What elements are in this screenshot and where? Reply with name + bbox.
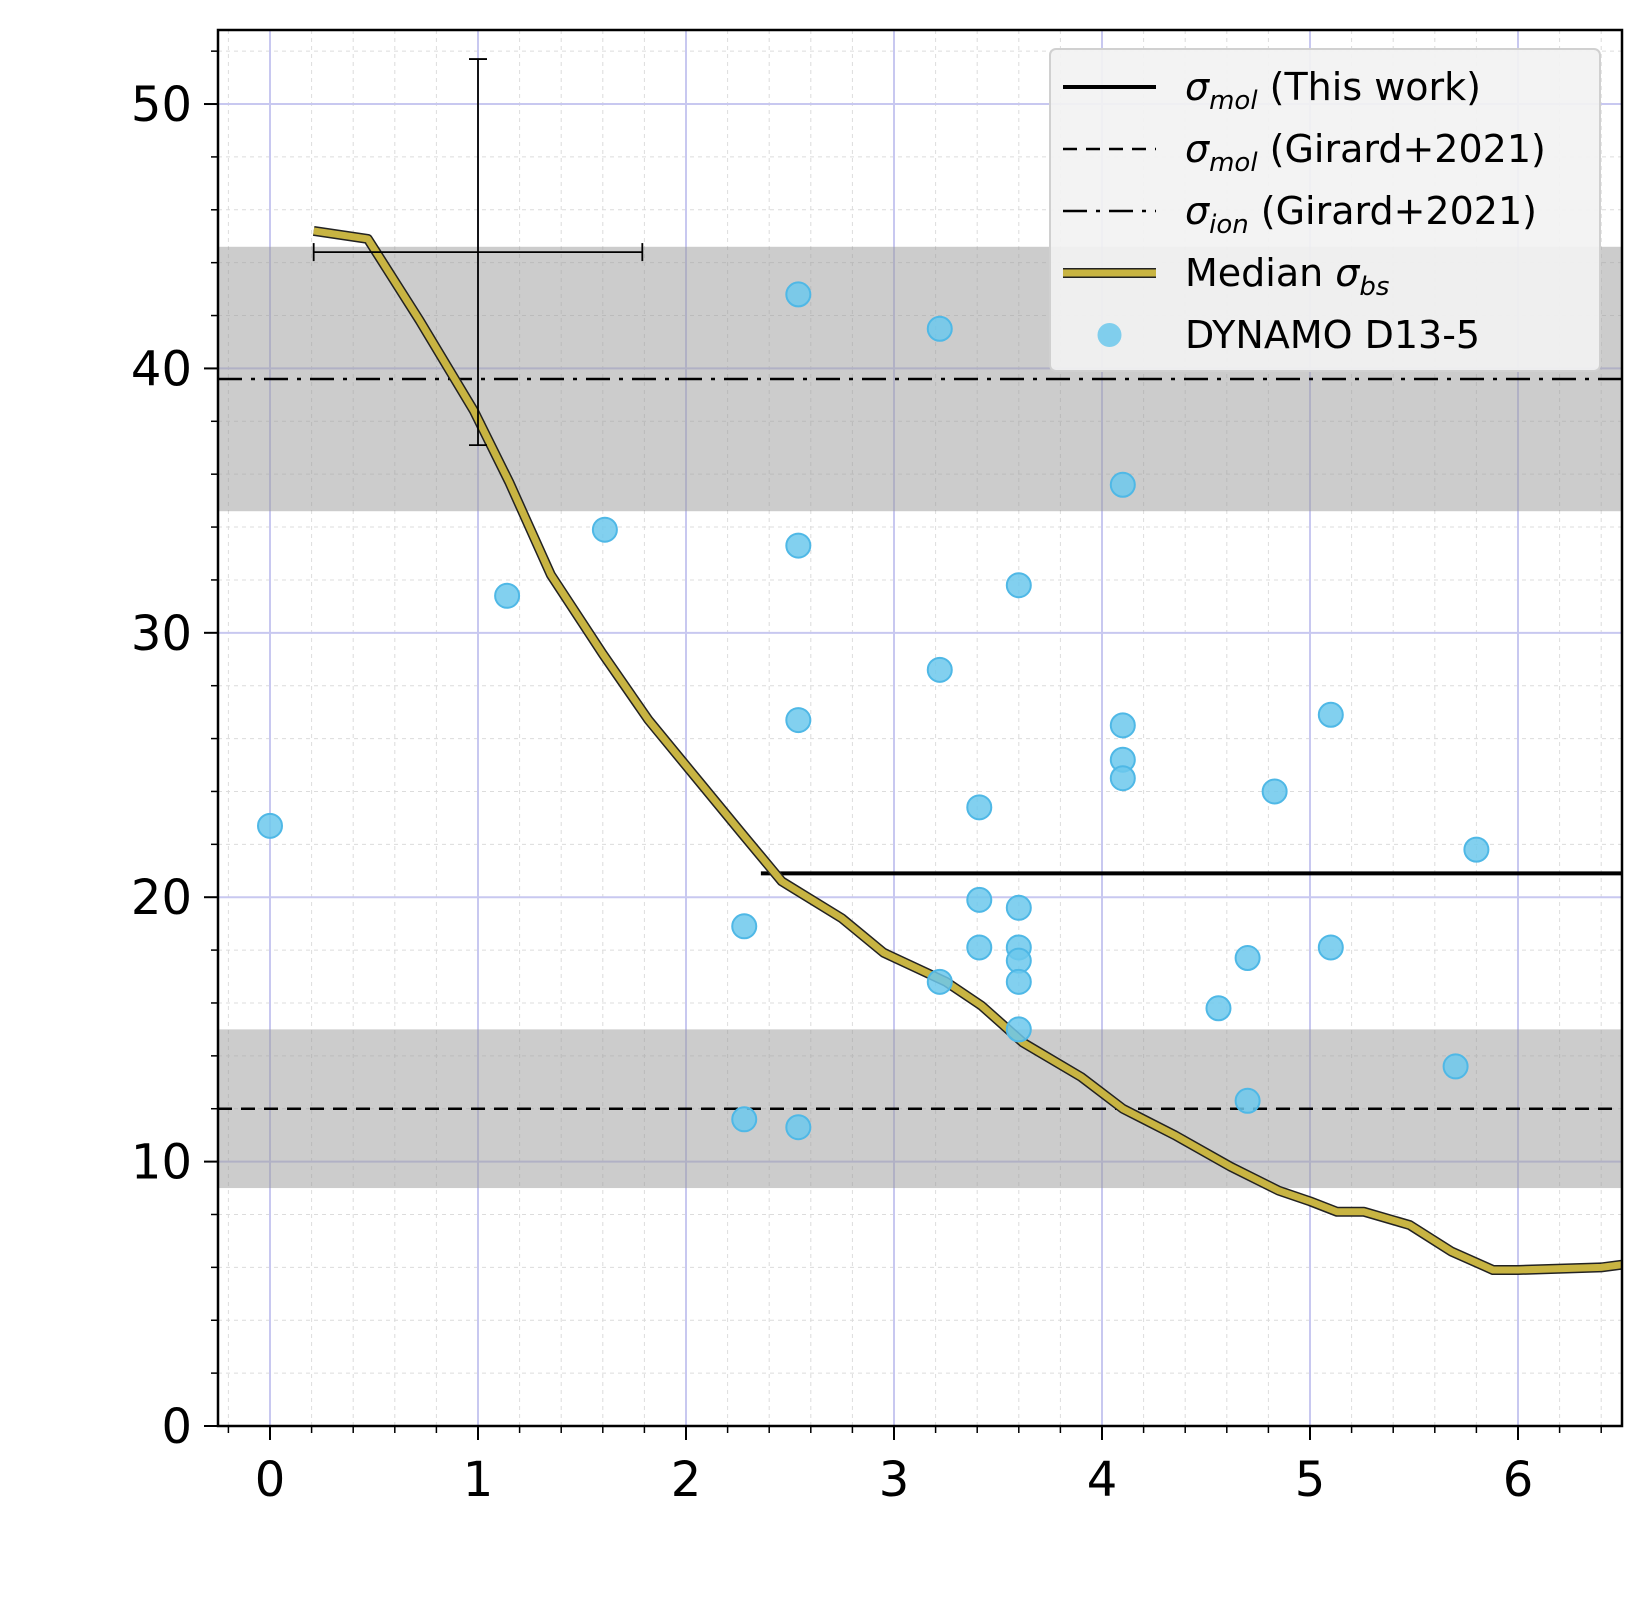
y-tick-label: 50: [131, 77, 192, 133]
legend-box: [1049, 48, 1601, 372]
data-point: [1463, 836, 1490, 863]
x-tick-label: 0: [255, 1452, 286, 1508]
legend-label: DYNAMO D13-5: [1185, 313, 1480, 357]
data-point: [1005, 1016, 1032, 1043]
legend: σmol (This work) σmol (Girard+2021) σion (…: [1049, 48, 1601, 372]
y-tick-label: 10: [131, 1135, 192, 1191]
data-point: [785, 1114, 812, 1141]
data-point: [966, 794, 993, 821]
data-point: [785, 532, 812, 559]
x-tick-label: 3: [879, 1452, 910, 1508]
axis-ticks: 0 1 2 3 4 5 6 0 10 20 30 40 50: [131, 50, 1602, 1508]
data-point: [257, 812, 283, 839]
x-tick-label: 5: [1295, 1452, 1326, 1508]
legend-label: Median σbs: [1185, 251, 1389, 302]
data-point: [926, 656, 953, 683]
data-point: [1005, 894, 1032, 921]
data-point: [926, 968, 953, 995]
legend-label: σion (Girard+2021): [1185, 189, 1537, 240]
data-point: [591, 516, 618, 543]
legend-label: σmol (This work): [1185, 65, 1481, 116]
data-point: [1109, 712, 1136, 739]
legend-marker: [1097, 323, 1122, 347]
x-tick-label: 1: [463, 1452, 494, 1508]
median-line: [312, 225, 1623, 1275]
data-point: [1005, 572, 1032, 599]
data-point: [1109, 765, 1136, 792]
data-point: [731, 1106, 758, 1133]
y-tick-label: 20: [131, 870, 192, 926]
x-tick-label: 6: [1503, 1452, 1534, 1508]
data-point: [785, 707, 812, 734]
data-point: [494, 582, 521, 609]
data-point: [1205, 995, 1232, 1022]
data-point: [1234, 945, 1261, 972]
data-point: [1234, 1087, 1261, 1114]
y-tick-label: 30: [131, 606, 192, 662]
data-point: [1317, 934, 1344, 961]
data-point: [785, 281, 812, 308]
scatter-points: [257, 281, 1490, 1141]
plot-frame: [216, 28, 1624, 1428]
data-point: [1005, 968, 1032, 995]
data-point: [1109, 471, 1136, 498]
y-tick-label: 40: [131, 341, 192, 397]
data-point: [1261, 778, 1288, 805]
y-tick-label: 0: [161, 1399, 192, 1455]
data-point: [926, 315, 953, 342]
data-point: [1442, 1053, 1469, 1080]
data-point: [731, 913, 758, 940]
x-tick-label: 2: [671, 1452, 702, 1508]
x-tick-label: 4: [1087, 1452, 1118, 1508]
reference-bands: [218, 246, 1622, 1189]
median-line-fill: [313, 227, 1623, 1274]
data-point: [1317, 701, 1344, 728]
data-point: [966, 934, 993, 961]
error-bar: [312, 58, 644, 446]
data-point: [966, 886, 993, 913]
legend-label: σmol (Girard+2021): [1185, 127, 1546, 178]
